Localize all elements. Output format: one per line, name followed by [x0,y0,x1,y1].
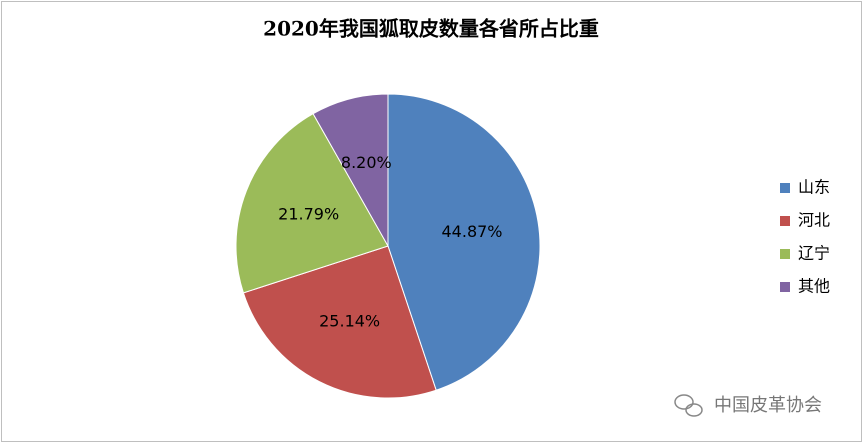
chart-title: 2020年我国狐取皮数量各省所占比重 [263,17,599,41]
value-label: 25.14% [319,311,380,330]
legend-label: 辽宁 [798,244,830,263]
value-label: 8.20% [341,153,392,172]
pie-slice [312,93,389,248]
value-label: 21.79% [278,205,339,224]
pie-slice [235,113,389,294]
watermark-icon [674,394,703,417]
pie-slice [387,93,541,391]
legend-swatch [780,282,790,292]
legend-swatch [780,183,790,193]
legend-label: 山东 [798,178,830,197]
legend-swatch [780,249,790,259]
legend-label: 其他 [798,277,830,296]
watermark: 中国皮革协会 [714,395,822,416]
legend-label: 河北 [798,211,830,230]
legend-swatch [780,216,790,226]
pie-slice [242,245,437,399]
value-label: 44.87% [442,222,503,241]
